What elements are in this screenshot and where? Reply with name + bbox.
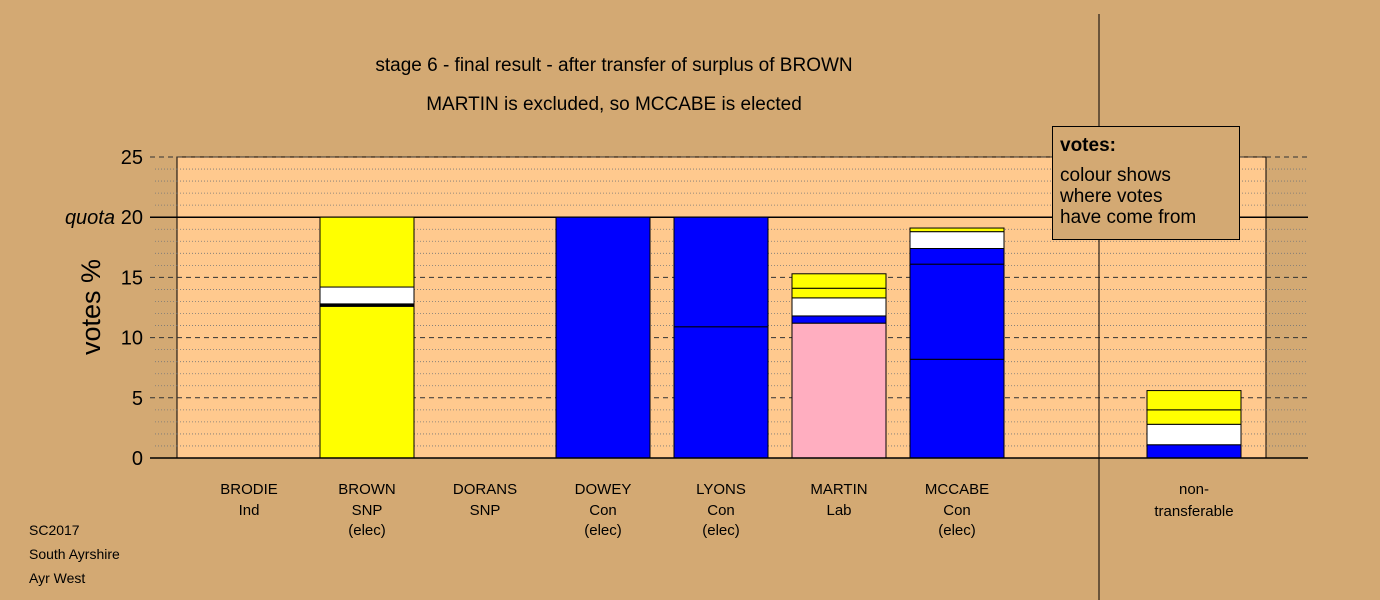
candidate-party-label: Ind: [239, 502, 260, 519]
bar-dowey-segment: [555, 216, 651, 459]
bar-mccabe-segment: [909, 263, 1005, 360]
nontransferable-label: transferable: [1154, 503, 1233, 520]
candidate-party-label: Lab: [826, 502, 851, 519]
candidate-name-label: MARTIN: [810, 481, 867, 498]
quota-label: quota: [65, 207, 115, 229]
legend-title: votes:: [1060, 135, 1116, 156]
bar-mccabe-segment: [909, 358, 1005, 459]
y-tick-label: 20: [121, 207, 143, 229]
bar-mccabe-segment: [909, 248, 1005, 265]
bar-martin-segment: [791, 322, 887, 459]
candidate-status-label: (elec): [348, 522, 386, 539]
bar-mccabe-segment: [909, 231, 1005, 250]
legend-line: colour shows: [1060, 165, 1171, 186]
legend-line: where votes: [1060, 186, 1163, 207]
candidate-party-label: SNP: [352, 502, 383, 519]
chart-title: stage 6 - final result - after transfer …: [375, 55, 853, 76]
candidate-name-label: BRODIE: [220, 481, 278, 498]
bar-martin-segment: [791, 297, 887, 317]
legend-line: have come from: [1060, 207, 1197, 228]
candidate-status-label: (elec): [938, 522, 976, 539]
candidate-name-label: BROWN: [338, 481, 396, 498]
chart-subtitle: MARTIN is excluded, so MCCABE is elected: [426, 94, 802, 115]
candidate-party-label: Con: [707, 502, 735, 519]
candidate-status-label: (elec): [584, 522, 622, 539]
bar-nontransferable-segment: [1146, 390, 1242, 411]
y-tick-label: 25: [121, 147, 143, 169]
candidate-party-label: Con: [943, 502, 971, 519]
bar-lyons-segment: [673, 326, 769, 459]
bar-nontransferable-segment: [1146, 423, 1242, 446]
bar-mccabe-segment: [909, 227, 1005, 233]
bar-nontransferable-segment: [1146, 409, 1242, 425]
candidate-name-label: DORANS: [453, 481, 517, 498]
footer-ward: Ayr West: [29, 570, 86, 586]
bar-nontransferable-segment: [1146, 444, 1242, 459]
bar-brown-segment: [319, 216, 415, 288]
bar-brown-segment: [319, 286, 415, 305]
y-tick-label: 15: [121, 267, 143, 289]
candidate-status-label: (elec): [702, 522, 740, 539]
candidate-party-label: Con: [589, 502, 617, 519]
nontransferable-label: non-: [1179, 481, 1209, 498]
y-tick-label: 0: [132, 448, 143, 470]
y-tick-label: 10: [121, 328, 143, 350]
candidate-name-label: LYONS: [696, 481, 746, 498]
candidate-name-label: DOWEY: [575, 481, 632, 498]
y-tick-label: 5: [132, 388, 143, 410]
candidate-name-label: MCCABE: [925, 481, 989, 498]
bar-martin-segment: [791, 315, 887, 324]
footer-election: SC2017: [29, 522, 80, 538]
candidate-party-label: SNP: [470, 502, 501, 519]
bar-martin-segment: [791, 273, 887, 289]
bar-martin-segment: [791, 287, 887, 299]
bar-brown-segment: [319, 305, 415, 459]
legend-box: votes: colour shows where votes have com…: [1052, 126, 1240, 240]
bar-lyons-segment: [673, 216, 769, 328]
footer-council: South Ayrshire: [29, 546, 120, 562]
y-axis-label: votes %: [76, 259, 106, 355]
